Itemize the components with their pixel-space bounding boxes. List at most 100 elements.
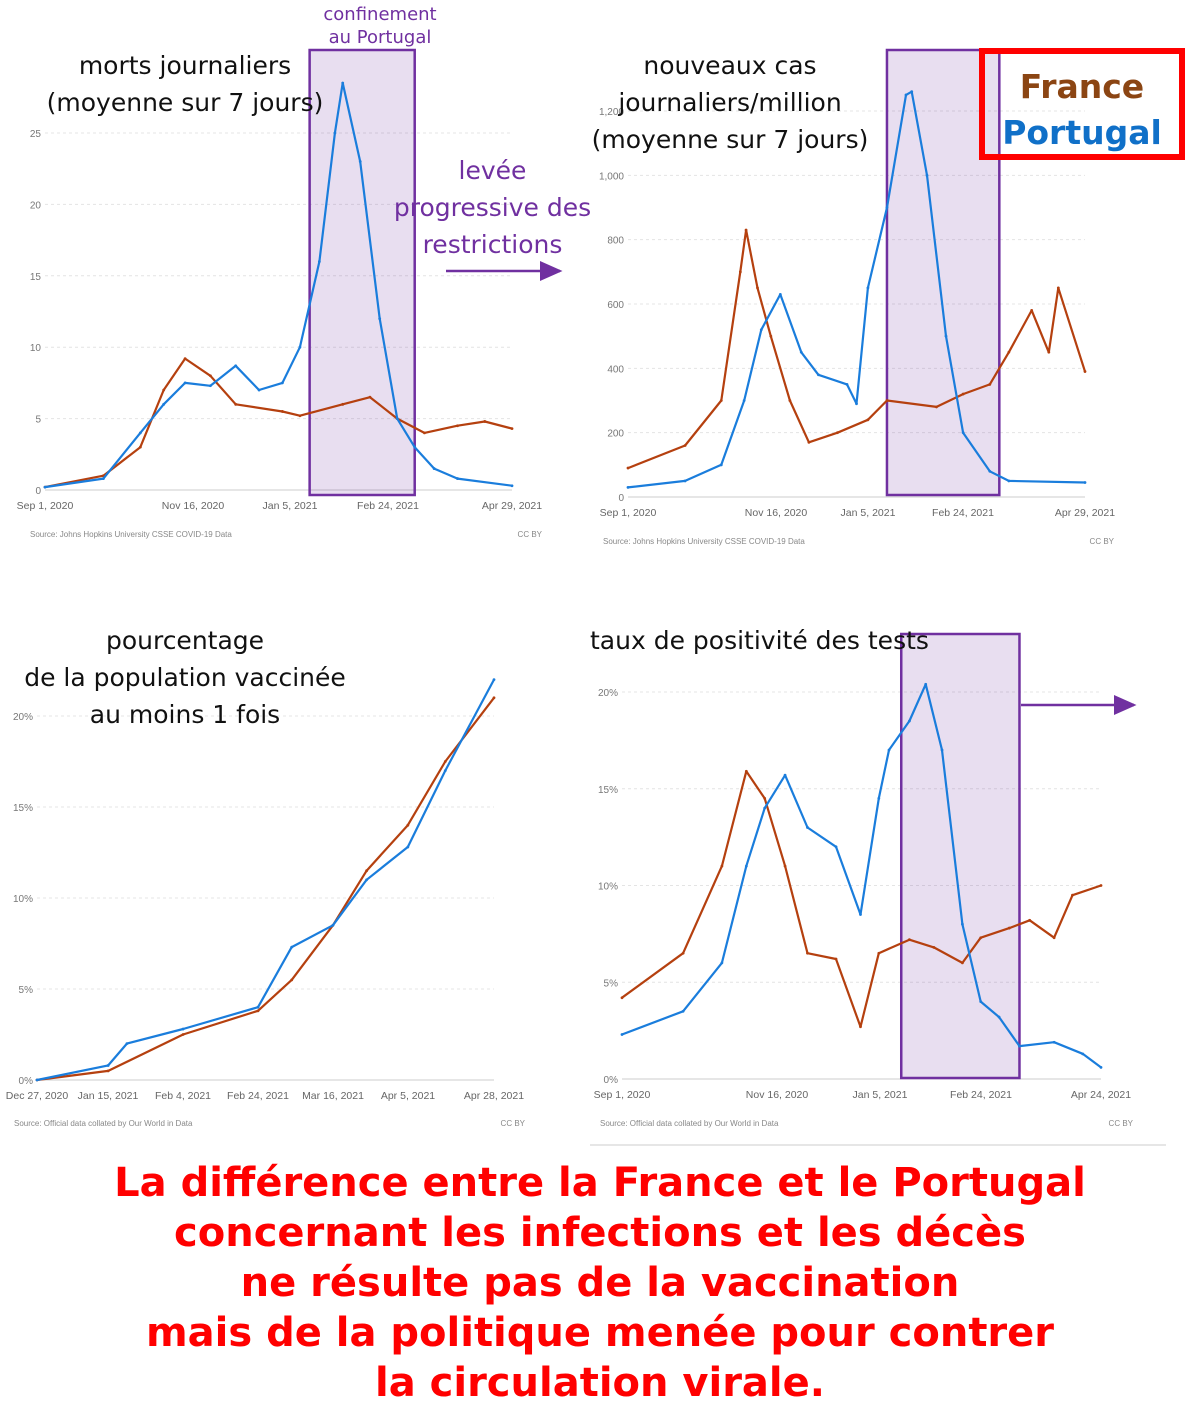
data-point-portugal [940, 748, 944, 752]
data-point-portugal [378, 317, 382, 321]
legend-portugal: Portugal [1002, 113, 1162, 152]
conclusion-line: la circulation virale. [375, 1360, 825, 1406]
chart2-title: nouveaux cas journaliers/million (moyenn… [580, 47, 880, 158]
data-point-france [836, 431, 839, 435]
chart-3: 0% 5% 10% 15% 20% Dec 27, 2020 Jan 15, 2021 Feb… [6, 678, 526, 1128]
x-tick-label: Apr 29, 2021 [1055, 507, 1115, 519]
data-point-france [280, 410, 284, 413]
data-point-france [681, 951, 685, 955]
title-line: (moyenne sur 7 jours) [46, 88, 324, 117]
conclusion-line: La différence entre la France et le Port… [114, 1160, 1086, 1206]
source-note: Source: Official data collated by Our Wo… [14, 1119, 193, 1128]
title-line: pourcentage [105, 626, 265, 655]
y-tick-label: 10 [30, 343, 42, 354]
data-point-portugal [988, 469, 992, 473]
data-point-france [988, 383, 992, 386]
title-line: journaliers/million [618, 88, 842, 117]
data-point-portugal [406, 845, 410, 849]
data-point-france [1052, 936, 1056, 940]
data-point-france [234, 402, 238, 406]
data-point-france [341, 402, 345, 406]
data-point-portugal [944, 334, 948, 338]
series-line-portugal [621, 683, 1102, 1069]
y-tick-label: 10% [13, 894, 33, 905]
y-tick-label: 5% [19, 985, 34, 996]
data-point-portugal [432, 467, 436, 470]
data-point-portugal [806, 826, 809, 829]
x-tick-label: Mar 16, 2021 [302, 1090, 364, 1102]
data-point-portugal [138, 431, 142, 435]
data-point-france [788, 399, 792, 402]
data-point-france [1007, 350, 1011, 354]
data-point-portugal [845, 383, 849, 386]
data-point-portugal [331, 923, 335, 927]
x-tick-label: Jan 5, 2021 [841, 507, 896, 519]
data-point-portugal [997, 1015, 1001, 1019]
y-tick-label: 20 [30, 200, 42, 211]
data-point-portugal [395, 417, 399, 420]
data-point-france [1071, 893, 1074, 897]
data-point-portugal [1099, 1065, 1103, 1069]
data-point-portugal [887, 748, 891, 752]
title-line: nouveaux cas [643, 51, 817, 80]
y-tick-label: 800 [607, 236, 624, 247]
data-point-portugal [763, 806, 767, 810]
license-note: CC BY [518, 530, 543, 539]
data-point-france [162, 388, 166, 392]
data-point-portugal [908, 719, 911, 723]
data-point-france [138, 445, 142, 449]
lifting-label: levée progressive des restrictions [390, 152, 595, 263]
data-point-portugal [925, 173, 929, 177]
data-point-portugal [626, 485, 630, 489]
data-point-portugal [358, 160, 362, 163]
series-line-portugal [44, 81, 513, 489]
y-tick-label: 1,200 [599, 107, 624, 118]
data-point-portugal [298, 345, 302, 349]
data-point-portugal [510, 484, 514, 488]
data-point-france [979, 936, 983, 940]
license-note: CC BY [501, 1119, 526, 1128]
data-point-france [1028, 918, 1032, 922]
x-tick-label: Jan 15, 2021 [78, 1090, 139, 1102]
data-point-portugal [742, 399, 746, 402]
data-point-france [183, 357, 187, 361]
license-note: CC BY [1109, 1119, 1134, 1128]
y-tick-label: 20% [598, 688, 618, 699]
x-tick-label: Feb 24, 2021 [950, 1089, 1012, 1101]
x-tick-label: Jan 5, 2021 [853, 1089, 908, 1101]
data-point-france [1047, 350, 1051, 354]
label-line: au Portugal [328, 27, 432, 48]
x-tick-label: Apr 28, 2021 [464, 1090, 524, 1102]
label-line: restrictions [422, 230, 563, 259]
x-tick-label: Apr 29, 2021 [482, 500, 542, 512]
data-point-portugal [979, 1000, 983, 1003]
y-tick-label: 15 [30, 272, 42, 283]
y-tick-label: 0 [618, 493, 624, 504]
source-note: Source: Johns Hopkins University CSSE CO… [30, 530, 232, 539]
data-point-france [181, 1033, 185, 1036]
data-point-france [406, 823, 410, 827]
series-line-portugal [627, 90, 1086, 489]
data-point-portugal [162, 402, 166, 406]
chart3-title: pourcentage de la population vaccinée au… [15, 622, 355, 733]
data-point-france [1030, 309, 1034, 312]
data-point-france [1099, 884, 1103, 887]
data-point-france [960, 961, 964, 965]
chart4-title: taux de positivité des tests [590, 622, 929, 659]
y-tick-label: 0% [604, 1075, 619, 1086]
lockdown-label: confinement au Portugal [300, 3, 460, 49]
data-point-portugal [208, 384, 212, 388]
data-point-portugal [1083, 481, 1087, 484]
data-point-france [368, 395, 372, 399]
series-line-france [36, 697, 495, 1082]
data-point-france [932, 946, 936, 949]
data-point-portugal [280, 381, 284, 385]
data-point-portugal [961, 431, 965, 435]
data-point-france [483, 420, 487, 423]
data-point-portugal [365, 878, 369, 882]
data-point-france [626, 466, 630, 470]
x-tick-label: Feb 24, 2021 [227, 1090, 289, 1102]
data-point-france [456, 424, 459, 428]
